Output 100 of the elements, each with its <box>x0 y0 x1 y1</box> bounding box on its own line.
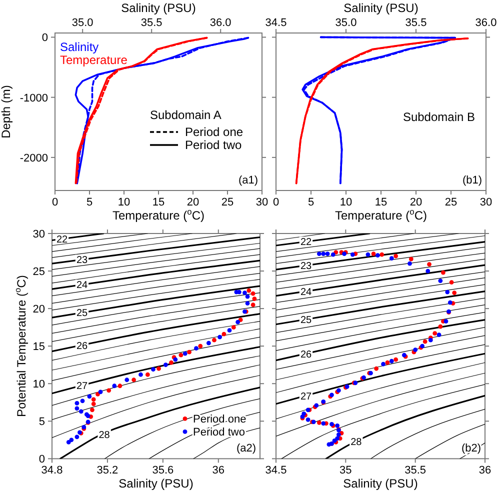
x-tick-label: 0 <box>52 196 58 208</box>
point <box>222 332 226 336</box>
series-label: 26 <box>300 349 312 360</box>
point <box>96 392 100 396</box>
x-tick-label: 36 <box>478 464 492 477</box>
x-tick-label: 5 <box>86 196 93 208</box>
x-axis-title: Temperature ($^{o}$C) <box>112 206 205 222</box>
point <box>374 366 379 371</box>
point <box>106 388 112 393</box>
series-label: 24 <box>300 286 312 298</box>
x-tick-label: 15 <box>374 196 388 208</box>
point <box>449 280 454 284</box>
point <box>132 378 136 382</box>
point <box>445 290 450 294</box>
x2-tick-label: 35.5 <box>140 17 162 29</box>
point <box>178 352 184 358</box>
y-tick-label: 30 <box>32 228 45 240</box>
point <box>394 254 398 258</box>
point <box>389 256 394 260</box>
x-tick-label: 20 <box>186 196 200 208</box>
point <box>198 344 203 348</box>
point <box>366 252 370 257</box>
series-label: 28 <box>350 437 362 448</box>
annotation: Period two <box>185 138 242 152</box>
point <box>118 384 122 388</box>
series-label: 25 <box>300 314 312 326</box>
point <box>422 339 428 344</box>
point <box>376 253 380 258</box>
point <box>112 384 117 388</box>
point <box>385 360 390 365</box>
point <box>350 252 355 257</box>
point <box>91 402 96 406</box>
point <box>389 358 394 364</box>
x-axis-title: Salinity (PSU) <box>118 476 194 491</box>
point <box>426 268 430 274</box>
x2-tick-label: 36.0 <box>475 17 497 29</box>
x-tick-label: 25 <box>444 196 458 208</box>
point <box>444 319 448 324</box>
annotation: (b1) <box>462 174 482 186</box>
x-tick-label: 35 <box>340 464 352 477</box>
point <box>151 367 156 372</box>
point <box>336 432 341 437</box>
y-tick-label: 0 <box>38 454 45 466</box>
point <box>206 340 211 346</box>
point <box>138 372 143 377</box>
point <box>436 332 442 338</box>
point <box>325 252 330 256</box>
y-tick-label: 15 <box>32 341 45 354</box>
point <box>252 296 257 302</box>
y-tick-label: 25 <box>32 266 45 278</box>
point <box>90 408 94 412</box>
y-tick-label: -2000 <box>20 152 48 164</box>
point <box>246 288 252 293</box>
series-label: 23 <box>300 260 312 272</box>
series-label: 22 <box>300 237 312 248</box>
annotation: Subdomain B <box>402 110 475 124</box>
x-tick-label: 10 <box>340 196 352 208</box>
point <box>164 362 168 368</box>
x-tick-label: 5 <box>308 196 314 208</box>
point <box>245 294 250 299</box>
x-tick-label: 34.8 <box>41 464 63 477</box>
point <box>236 320 240 324</box>
x-tick-label: 35.2 <box>96 464 118 477</box>
series-label: 22 <box>56 234 68 246</box>
annotation: Period one <box>185 125 244 139</box>
point <box>408 256 414 262</box>
y-axis-title: Depth (m) <box>0 85 13 138</box>
y-tick-label: -1000 <box>20 92 48 104</box>
point <box>335 436 340 441</box>
series-label: 26 <box>76 340 88 352</box>
point <box>427 262 432 266</box>
x-tick-label: 10 <box>118 196 130 208</box>
x-tick-label: 0 <box>272 196 280 208</box>
x2-tick-label: 34.5 <box>265 17 287 29</box>
point <box>187 350 192 354</box>
point <box>74 406 80 411</box>
x-tick-label: 36 <box>212 464 225 477</box>
point <box>380 252 384 257</box>
x-tick-label: 20 <box>410 196 422 208</box>
x2-tick-label: 36.0 <box>210 17 232 29</box>
point <box>381 362 386 366</box>
point <box>66 440 71 444</box>
series-label: Temperature <box>60 53 128 67</box>
point <box>452 290 457 296</box>
x-axis-title: Temperature ($^{o}$C) <box>334 206 428 222</box>
point <box>242 290 247 296</box>
point <box>438 278 443 283</box>
x2-tick-label: 35.0 <box>72 17 94 29</box>
x-tick-label: 30 <box>480 196 492 208</box>
y-tick-label: 10 <box>32 378 45 391</box>
series-label: Salinity <box>60 40 99 54</box>
point <box>330 252 336 257</box>
point <box>156 366 161 371</box>
series-label: 25 <box>76 308 88 320</box>
point <box>394 357 398 362</box>
series-label: 28 <box>98 430 110 441</box>
point <box>245 301 250 306</box>
point <box>74 400 80 406</box>
series-label: 23 <box>76 255 88 266</box>
point <box>182 351 188 356</box>
